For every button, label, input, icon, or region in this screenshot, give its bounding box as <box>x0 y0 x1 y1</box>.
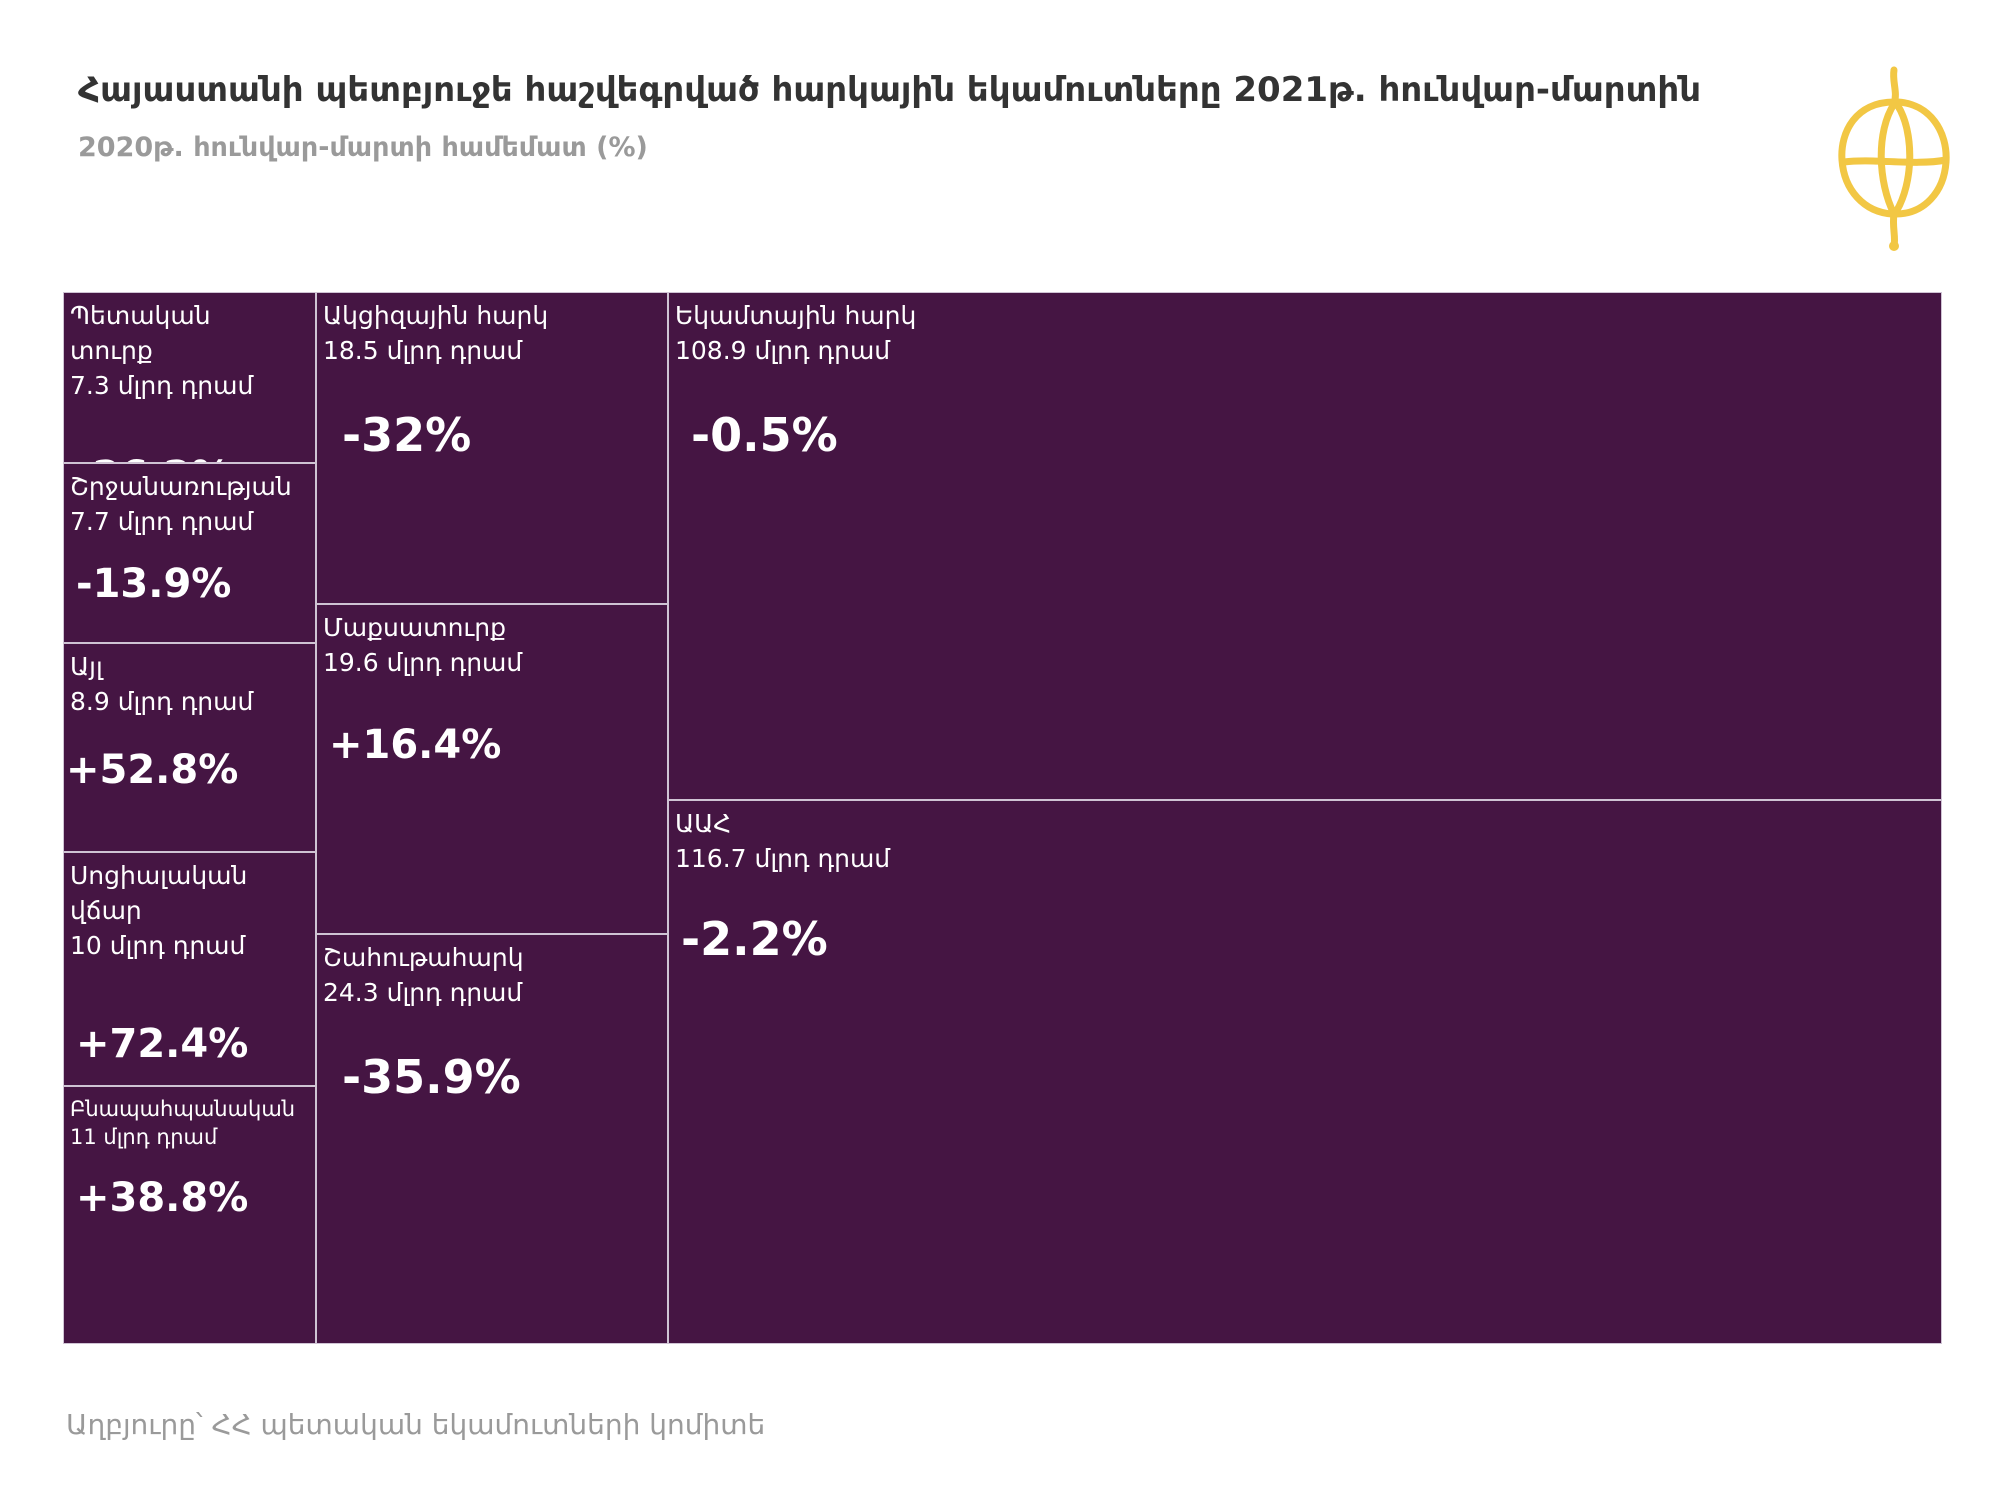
cell-amount: 19.6 մլրդ դրամ <box>323 648 523 677</box>
cell-label: Շրջանառության <box>70 472 292 501</box>
treemap-cell-3: Այլ 8.9 մլրդ դրամ +52.8% <box>63 643 316 852</box>
treemap-cell-10: ԱԱՀ 116.7 մլրդ դրամ -2.2% <box>668 800 1942 1344</box>
source-note: Աղբյուրը՝ ՀՀ պետական եկամուտների կոմիտե <box>66 1408 766 1441</box>
cell-label: Ակցիզային հարկ <box>323 301 549 330</box>
cell-amount: 11 մլրդ դրամ <box>70 1125 218 1149</box>
treemap-cell-8: Շահութահարկ 24.3 մլրդ դրամ -35.9% <box>316 934 668 1344</box>
cell-change-percent: +72.4% <box>76 1021 249 1067</box>
chart-subtitle: 2020թ. հունվար-մարտի համեմատ (%) <box>78 132 648 163</box>
cell-amount: 24.3 մլրդ դրամ <box>323 978 523 1007</box>
cell-label: ԱԱՀ <box>675 809 732 838</box>
cell-label: Պետական <box>70 301 211 330</box>
cell-label: Բնապահպանական <box>70 1097 296 1121</box>
cell-amount: 7.7 մլրդ դրամ <box>70 507 254 536</box>
cell-label: վճար <box>70 896 142 925</box>
cell-amount: 7.3 մլրդ դրամ <box>70 371 254 400</box>
cell-label: Եկամտային հարկ <box>675 301 917 330</box>
treemap-cell-1: Պետական տուրք 7.3 մլրդ դրամ -26.2% <box>63 292 316 463</box>
cell-amount: 8.9 մլրդ դրամ <box>70 687 254 716</box>
cell-change-percent: -0.5% <box>691 408 838 462</box>
cell-label: Այլ <box>70 652 103 681</box>
treemap-cell-2: Շրջանառության 7.7 մլրդ դրամ -13.9% <box>63 463 316 643</box>
cell-change-percent: -26.2% <box>76 453 231 462</box>
globe-icon <box>1838 66 1950 251</box>
cell-label: Շահութահարկ <box>323 943 524 972</box>
cell-change-percent: +52.8% <box>66 747 239 793</box>
cell-change-percent: -13.9% <box>76 561 232 607</box>
chart-title: Հայաստանի պետբյուջե հաշվեգրված հարկային … <box>78 70 1702 110</box>
cell-change-percent: +16.4% <box>329 722 502 768</box>
cell-label: Սոցիալական <box>70 861 248 890</box>
treemap-cell-5: Բնապահպանական 11 մլրդ դրամ +38.8% <box>63 1086 316 1344</box>
cell-label: Մաքսատուրք <box>323 613 507 642</box>
cell-amount: 10 մլրդ դրամ <box>70 931 246 960</box>
cell-amount: 108.9 մլրդ դրամ <box>675 336 891 365</box>
cell-change-percent: -35.9% <box>342 1050 521 1104</box>
treemap-cell-6: Ակցիզային հարկ 18.5 մլրդ դրամ -32% <box>316 292 668 604</box>
cell-amount: 116.7 մլրդ դրամ <box>675 844 891 873</box>
treemap-cell-9: Եկամտային հարկ 108.9 մլրդ դրամ -0.5% <box>668 292 1942 800</box>
cell-label: տուրք <box>70 336 153 365</box>
cell-amount: 18.5 մլրդ դրամ <box>323 336 523 365</box>
cell-change-percent: -32% <box>342 408 472 462</box>
treemap-cell-7: Մաքսատուրք 19.6 մլրդ դրամ +16.4% <box>316 604 668 934</box>
cell-change-percent: +38.8% <box>76 1175 249 1221</box>
cell-change-percent: -2.2% <box>681 912 828 966</box>
treemap-cell-4: Սոցիալական վճար 10 մլրդ դրամ +72.4% <box>63 852 316 1086</box>
